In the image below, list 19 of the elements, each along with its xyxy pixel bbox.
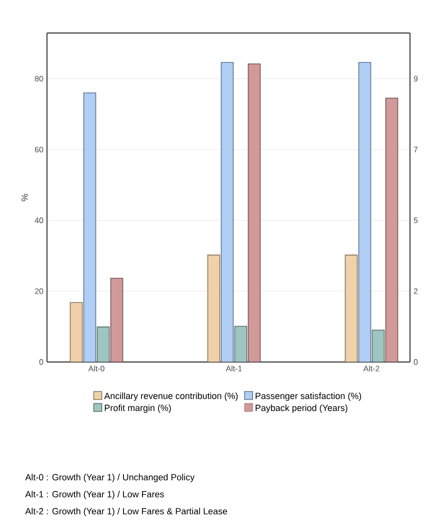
bar bbox=[220, 62, 234, 362]
bar bbox=[372, 330, 385, 362]
text: Alt-2 : Growth (Year 1) / Low Fares & Partial Lease bbox=[25, 508, 228, 516]
bar bbox=[248, 63, 261, 362]
bar bbox=[70, 302, 83, 362]
bar bbox=[344, 254, 358, 362]
legend-label: Passenger satisfaction (%) bbox=[256, 392, 362, 401]
bar bbox=[234, 326, 248, 362]
y-axis-title: % bbox=[22, 194, 28, 202]
text: Alt-0 : Growth (Year 1) / Unchanged Policy bbox=[25, 474, 195, 482]
bar bbox=[207, 254, 220, 362]
bar bbox=[358, 62, 372, 362]
bar bbox=[83, 92, 96, 362]
legend-label: Payback period (Years) bbox=[256, 404, 348, 413]
text: Alt-1 : Growth (Year 1) / Low Fares bbox=[25, 490, 164, 500]
legend-label: Profit margin (%) bbox=[104, 404, 171, 413]
legend-label: Ancillary revenue contribution (%) bbox=[104, 392, 238, 401]
bar bbox=[385, 98, 398, 362]
bar bbox=[110, 278, 124, 362]
